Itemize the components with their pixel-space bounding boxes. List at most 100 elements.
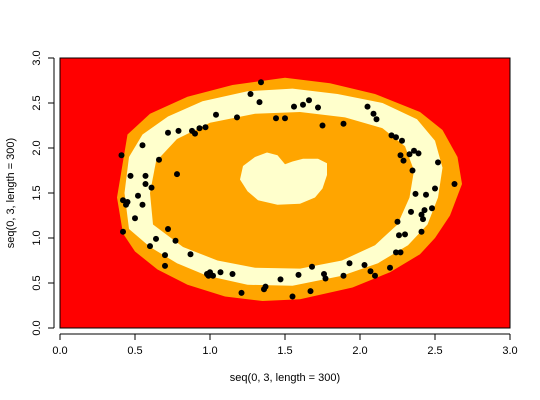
data-point <box>289 293 296 300</box>
data-point <box>234 114 240 121</box>
y-axis-title: seq(0, 3, length = 300) <box>5 138 17 248</box>
x-axis-title: seq(0, 3, length = 300) <box>230 372 340 384</box>
data-point <box>139 201 146 208</box>
data-point <box>388 132 395 139</box>
data-point <box>400 157 407 164</box>
y-tick-label: 0.0 <box>31 320 43 335</box>
data-point <box>162 252 168 259</box>
y-tick-label: 2.5 <box>31 95 43 110</box>
x-axis: 0.0 0.5 1.0 1.5 2.0 2.5 3.0 <box>52 333 518 357</box>
data-point <box>361 262 368 268</box>
data-point <box>273 115 279 122</box>
data-point <box>372 272 378 279</box>
data-point <box>187 251 194 258</box>
x-tick-label: 1.0 <box>202 345 217 357</box>
data-point <box>322 275 329 282</box>
data-point <box>340 272 347 279</box>
data-point <box>399 137 405 144</box>
data-point <box>370 110 377 117</box>
data-point <box>346 260 353 267</box>
data-point <box>174 171 180 178</box>
data-point <box>315 104 321 111</box>
data-point <box>139 142 146 149</box>
data-point <box>196 125 203 132</box>
data-point <box>406 151 413 158</box>
data-point <box>262 283 269 290</box>
x-tick-label: 0.5 <box>127 345 142 357</box>
x-tick-label: 2.0 <box>352 345 367 357</box>
data-point <box>142 172 149 179</box>
data-point <box>364 103 371 110</box>
data-point <box>175 127 182 134</box>
data-point <box>393 249 399 256</box>
data-point <box>420 216 426 223</box>
data-point <box>367 268 374 275</box>
data-point <box>156 156 162 163</box>
y-tick-label: 2.0 <box>31 140 43 155</box>
data-point <box>217 269 224 276</box>
data-point <box>373 116 380 123</box>
data-point <box>421 207 428 214</box>
data-point <box>132 215 138 222</box>
data-point <box>127 172 134 179</box>
x-tick-label: 2.5 <box>427 345 442 357</box>
data-point <box>415 150 422 157</box>
data-point <box>258 79 264 86</box>
data-point <box>309 263 315 270</box>
data-point <box>295 271 302 278</box>
data-point <box>229 271 236 277</box>
data-point <box>451 181 458 187</box>
data-point <box>387 264 393 271</box>
data-point <box>300 101 306 108</box>
y-tick-label: 1.0 <box>31 230 43 245</box>
data-point <box>120 197 126 204</box>
plot-area <box>60 58 510 328</box>
data-point <box>340 120 347 127</box>
data-point <box>307 288 314 295</box>
data-point <box>124 199 131 205</box>
plot-frame <box>59 57 511 329</box>
x-tick-label: 0.0 <box>52 345 67 357</box>
data-point <box>397 249 404 256</box>
data-point <box>411 147 417 154</box>
data-point <box>409 167 416 174</box>
data-point <box>142 181 149 187</box>
y-axis: 0.0 0.5 1.0 1.5 2.0 2.5 3.0 <box>31 50 55 336</box>
data-point <box>165 129 171 136</box>
data-point <box>408 208 414 215</box>
data-point <box>192 130 198 137</box>
data-point <box>423 191 429 198</box>
x-tick-label: 3.0 <box>502 345 517 357</box>
data-point <box>172 237 179 244</box>
data-point <box>394 218 401 225</box>
data-point <box>148 184 155 191</box>
data-point <box>397 152 404 159</box>
data-point <box>291 103 297 110</box>
data-point <box>135 192 141 199</box>
x-tick-label: 1.5 <box>277 345 292 357</box>
data-point <box>396 232 402 239</box>
y-tick-label: 3.0 <box>31 50 43 65</box>
data-point <box>393 134 399 141</box>
data-point <box>210 272 216 279</box>
data-point <box>432 185 438 192</box>
data-point <box>435 159 441 166</box>
y-tick-label: 0.5 <box>31 275 43 290</box>
data-point <box>277 276 284 283</box>
data-point <box>213 111 219 118</box>
data-point <box>165 226 171 232</box>
data-point <box>282 115 288 122</box>
data-point <box>402 231 408 238</box>
data-point <box>202 124 209 131</box>
y-tick-label: 1.5 <box>31 185 43 200</box>
data-point <box>306 97 312 104</box>
data-point <box>412 190 419 197</box>
data-point <box>256 99 263 106</box>
data-point <box>247 91 254 97</box>
data-point <box>120 228 126 235</box>
region-center-blob <box>240 152 327 205</box>
data-point <box>118 152 125 159</box>
data-point <box>418 228 425 235</box>
data-point <box>147 243 153 250</box>
